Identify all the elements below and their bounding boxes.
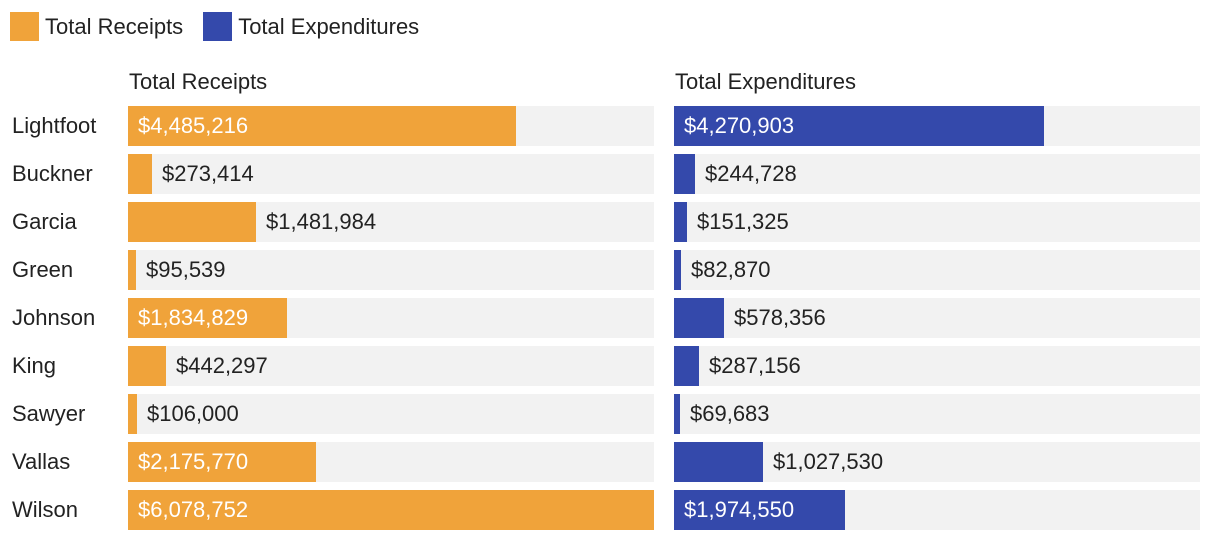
legend-label-receipts: Total Receipts — [45, 14, 184, 39]
bar-value-label: $4,485,216 — [138, 113, 249, 138]
bar-track: $95,539 — [128, 250, 654, 290]
bar — [128, 490, 654, 530]
legend-label-expenditures: Total Expenditures — [238, 14, 420, 39]
bar — [674, 250, 681, 290]
panel-title-expenditures: Total Expenditures — [675, 69, 856, 94]
bar — [674, 490, 845, 530]
row-label: King — [12, 353, 57, 378]
bar-value-label: $95,539 — [146, 257, 226, 282]
bar — [128, 394, 137, 434]
bar — [128, 250, 136, 290]
bar-value-label: $2,175,770 — [138, 449, 249, 474]
bar — [128, 442, 316, 482]
bar-value-label: $244,728 — [705, 161, 797, 186]
row-label: Garcia — [12, 209, 77, 234]
bar — [128, 106, 516, 146]
bar-value-label: $442,297 — [176, 353, 268, 378]
legend: Total Receipts Total Expenditures — [10, 12, 439, 41]
panel-title-receipts: Total Receipts — [129, 69, 268, 94]
bar-value-label: $69,683 — [690, 401, 770, 426]
row-label: Lightfoot — [12, 113, 97, 138]
bar-value-label: $1,834,829 — [138, 305, 249, 330]
legend-swatch-expenditures — [203, 12, 233, 41]
bar-value-label: $106,000 — [147, 401, 239, 426]
bar-value-label: $4,270,903 — [684, 113, 795, 138]
bar-track: $82,870 — [674, 250, 1200, 290]
row-label: Johnson — [12, 305, 96, 330]
bar — [128, 346, 166, 386]
bar-track: $6,078,752 — [128, 490, 654, 530]
bar-track: $106,000 — [128, 394, 654, 434]
bar — [674, 298, 724, 338]
bar-value-label: $1,974,550 — [684, 497, 795, 522]
bar-track: $244,728 — [674, 154, 1200, 194]
bar-track: $1,974,550 — [674, 490, 1200, 530]
row-label: Vallas — [12, 449, 71, 474]
bar — [128, 298, 287, 338]
bar-value-label: $82,870 — [691, 257, 771, 282]
row-label: Green — [12, 257, 74, 282]
bar — [674, 106, 1044, 146]
bar-track: $2,175,770 — [128, 442, 654, 482]
bar-track: $442,297 — [128, 346, 654, 386]
bar-track: $273,414 — [128, 154, 654, 194]
bar-track: $69,683 — [674, 394, 1200, 434]
bar-value-label: $578,356 — [734, 305, 826, 330]
bar-track: $4,270,903 — [674, 106, 1200, 146]
row-label: Buckner — [12, 161, 93, 186]
bar-track: $1,834,829 — [128, 298, 654, 338]
bar-value-label: $273,414 — [162, 161, 254, 186]
row-label: Wilson — [12, 497, 79, 522]
legend-item-receipts: Total Receipts — [10, 12, 183, 41]
bar — [128, 154, 152, 194]
bar-track: $287,156 — [674, 346, 1200, 386]
row-label: Sawyer — [12, 401, 86, 426]
bar-value-label: $287,156 — [709, 353, 801, 378]
bar-value-label: $151,325 — [697, 209, 789, 234]
bar-track: $151,325 — [674, 202, 1200, 242]
bar — [674, 346, 699, 386]
legend-swatch-receipts — [10, 12, 39, 41]
bar — [674, 394, 680, 434]
bar-track: $4,485,216 — [128, 106, 654, 146]
bar — [128, 202, 256, 242]
legend-item-expenditures: Total Expenditures — [203, 12, 419, 41]
bar-value-label: $1,027,530 — [773, 449, 884, 474]
bar — [674, 202, 687, 242]
bar-track: $1,481,984 — [128, 202, 654, 242]
bar-track: $1,027,530 — [674, 442, 1200, 482]
bar-value-label: $6,078,752 — [138, 497, 249, 522]
bar-value-label: $1,481,984 — [266, 209, 377, 234]
bar-track: $578,356 — [674, 298, 1200, 338]
bar — [674, 442, 763, 482]
bar — [674, 154, 695, 194]
